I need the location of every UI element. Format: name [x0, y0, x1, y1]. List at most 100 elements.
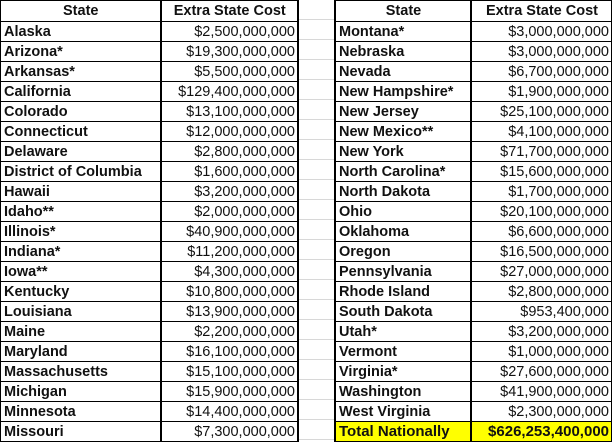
- cost-cell: $3,200,000,000: [470, 321, 612, 342]
- cost-cell: $6,700,000,000: [470, 61, 612, 82]
- table-row: California $129,400,000,000: [0, 81, 299, 102]
- table-row: Rhode Island $2,800,000,000: [334, 281, 612, 302]
- table-row: New York $71,700,000,000: [334, 141, 612, 162]
- state-cell: Rhode Island: [334, 281, 472, 302]
- table-row: Michigan $15,900,000,000: [0, 381, 299, 402]
- table-row: North Carolina* $15,600,000,000: [334, 161, 612, 182]
- cost-cell: $2,300,000,000: [470, 401, 612, 422]
- state-cell: Arkansas*: [0, 61, 162, 82]
- state-cell: Nebraska: [334, 41, 472, 62]
- table-row: Kentucky $10,800,000,000: [0, 281, 299, 302]
- cost-cell: $15,600,000,000: [470, 161, 612, 182]
- table-row: Ohio $20,100,000,000: [334, 201, 612, 222]
- table-row: Maine $2,200,000,000: [0, 321, 299, 342]
- cost-cell: $7,300,000,000: [160, 421, 299, 442]
- cost-cell: $16,500,000,000: [470, 241, 612, 262]
- table-row: New Mexico** $4,100,000,000: [334, 121, 612, 142]
- table-row: Hawaii $3,200,000,000: [0, 181, 299, 202]
- state-cell: North Dakota: [334, 181, 472, 202]
- table-row: Louisiana $13,900,000,000: [0, 301, 299, 322]
- state-cell: Connecticut: [0, 121, 162, 142]
- state-cell: Pennsylvania: [334, 261, 472, 282]
- cost-cell: $1,600,000,000: [160, 161, 299, 182]
- state-cell: West Virginia: [334, 401, 472, 422]
- state-cell: Minnesota: [0, 401, 162, 422]
- cost-header: Extra State Cost: [470, 0, 612, 22]
- state-cell: Kentucky: [0, 281, 162, 302]
- cost-cell: $4,300,000,000: [160, 261, 299, 282]
- cost-cell: $25,100,000,000: [470, 101, 612, 122]
- state-cell: Ohio: [334, 201, 472, 222]
- table-row: Idaho** $2,000,000,000: [0, 201, 299, 222]
- cost-cell: $3,000,000,000: [470, 21, 612, 42]
- table-row: South Dakota $953,400,000: [334, 301, 612, 322]
- state-cell: New Hampshire*: [334, 81, 472, 102]
- cost-cell: $2,000,000,000: [160, 201, 299, 222]
- state-header: State: [334, 0, 472, 22]
- table-row: Illinois* $40,900,000,000: [0, 221, 299, 242]
- cost-cell: $2,800,000,000: [160, 141, 299, 162]
- cost-cell: $1,700,000,000: [470, 181, 612, 202]
- state-cell: New York: [334, 141, 472, 162]
- table-row: Connecticut $12,000,000,000: [0, 121, 299, 142]
- cost-cell: $13,100,000,000: [160, 101, 299, 122]
- cost-cell: $27,600,000,000: [470, 361, 612, 382]
- cost-cell: $71,700,000,000: [470, 141, 612, 162]
- state-cell: Missouri: [0, 421, 162, 442]
- cost-header: Extra State Cost: [160, 0, 299, 22]
- cost-cell: $41,900,000,000: [470, 381, 612, 402]
- cost-cell: $2,800,000,000: [470, 281, 612, 302]
- cost-cell: $40,900,000,000: [160, 221, 299, 242]
- cost-cell: $12,000,000,000: [160, 121, 299, 142]
- table-row: Arkansas* $5,500,000,000: [0, 61, 299, 82]
- state-cell: South Dakota: [334, 301, 472, 322]
- state-cell: Vermont: [334, 341, 472, 362]
- header-row: State Extra State Cost: [334, 0, 612, 22]
- state-cell: District of Columbia: [0, 161, 162, 182]
- state-cell: Virginia*: [334, 361, 472, 382]
- table-row: Oklahoma $6,600,000,000: [334, 221, 612, 242]
- cost-cell: $3,200,000,000: [160, 181, 299, 202]
- state-cell: Illinois*: [0, 221, 162, 242]
- table-row: District of Columbia $1,600,000,000: [0, 161, 299, 182]
- table-row: Vermont $1,000,000,000: [334, 341, 612, 362]
- total-row: Total Nationally $626,253,400,000: [334, 421, 612, 442]
- state-cell: Oklahoma: [334, 221, 472, 242]
- cost-cell: $16,100,000,000: [160, 341, 299, 362]
- table-row: West Virginia $2,300,000,000: [334, 401, 612, 422]
- table-row: Pennsylvania $27,000,000,000: [334, 261, 612, 282]
- table-row: New Hampshire* $1,900,000,000: [334, 81, 612, 102]
- table-row: Utah* $3,200,000,000: [334, 321, 612, 342]
- state-cell: Indiana*: [0, 241, 162, 262]
- table-row: Arizona* $19,300,000,000: [0, 41, 299, 62]
- table-row: Maryland $16,100,000,000: [0, 341, 299, 362]
- cost-cell: $1,900,000,000: [470, 81, 612, 102]
- state-cell: New Mexico**: [334, 121, 472, 142]
- cost-cell: $19,300,000,000: [160, 41, 299, 62]
- cost-cell: $129,400,000,000: [160, 81, 299, 102]
- state-cost-table-left: State Extra State Cost Alaska $2,500,000,…: [0, 0, 299, 442]
- state-header: State: [0, 0, 162, 22]
- state-cell: Michigan: [0, 381, 162, 402]
- state-cell: Hawaii: [0, 181, 162, 202]
- cost-cell: $11,200,000,000: [160, 241, 299, 262]
- state-cell: Delaware: [0, 141, 162, 162]
- cost-cell: $3,000,000,000: [470, 41, 612, 62]
- table-row: Alaska $2,500,000,000: [0, 21, 299, 42]
- state-cell: California: [0, 81, 162, 102]
- table-row: North Dakota $1,700,000,000: [334, 181, 612, 202]
- header-row: State Extra State Cost: [0, 0, 299, 22]
- table-row: Montana* $3,000,000,000: [334, 21, 612, 42]
- table-row: Minnesota $14,400,000,000: [0, 401, 299, 422]
- state-cell: New Jersey: [334, 101, 472, 122]
- cost-cell: $20,100,000,000: [470, 201, 612, 222]
- state-cell: Montana*: [334, 21, 472, 42]
- total-cost: $626,253,400,000: [470, 421, 612, 442]
- state-cell: Louisiana: [0, 301, 162, 322]
- state-cell: Colorado: [0, 101, 162, 122]
- state-cell: Utah*: [334, 321, 472, 342]
- state-cell: Massachusetts: [0, 361, 162, 382]
- cost-cell: $5,500,000,000: [160, 61, 299, 82]
- cost-cell: $6,600,000,000: [470, 221, 612, 242]
- table-row: Oregon $16,500,000,000: [334, 241, 612, 262]
